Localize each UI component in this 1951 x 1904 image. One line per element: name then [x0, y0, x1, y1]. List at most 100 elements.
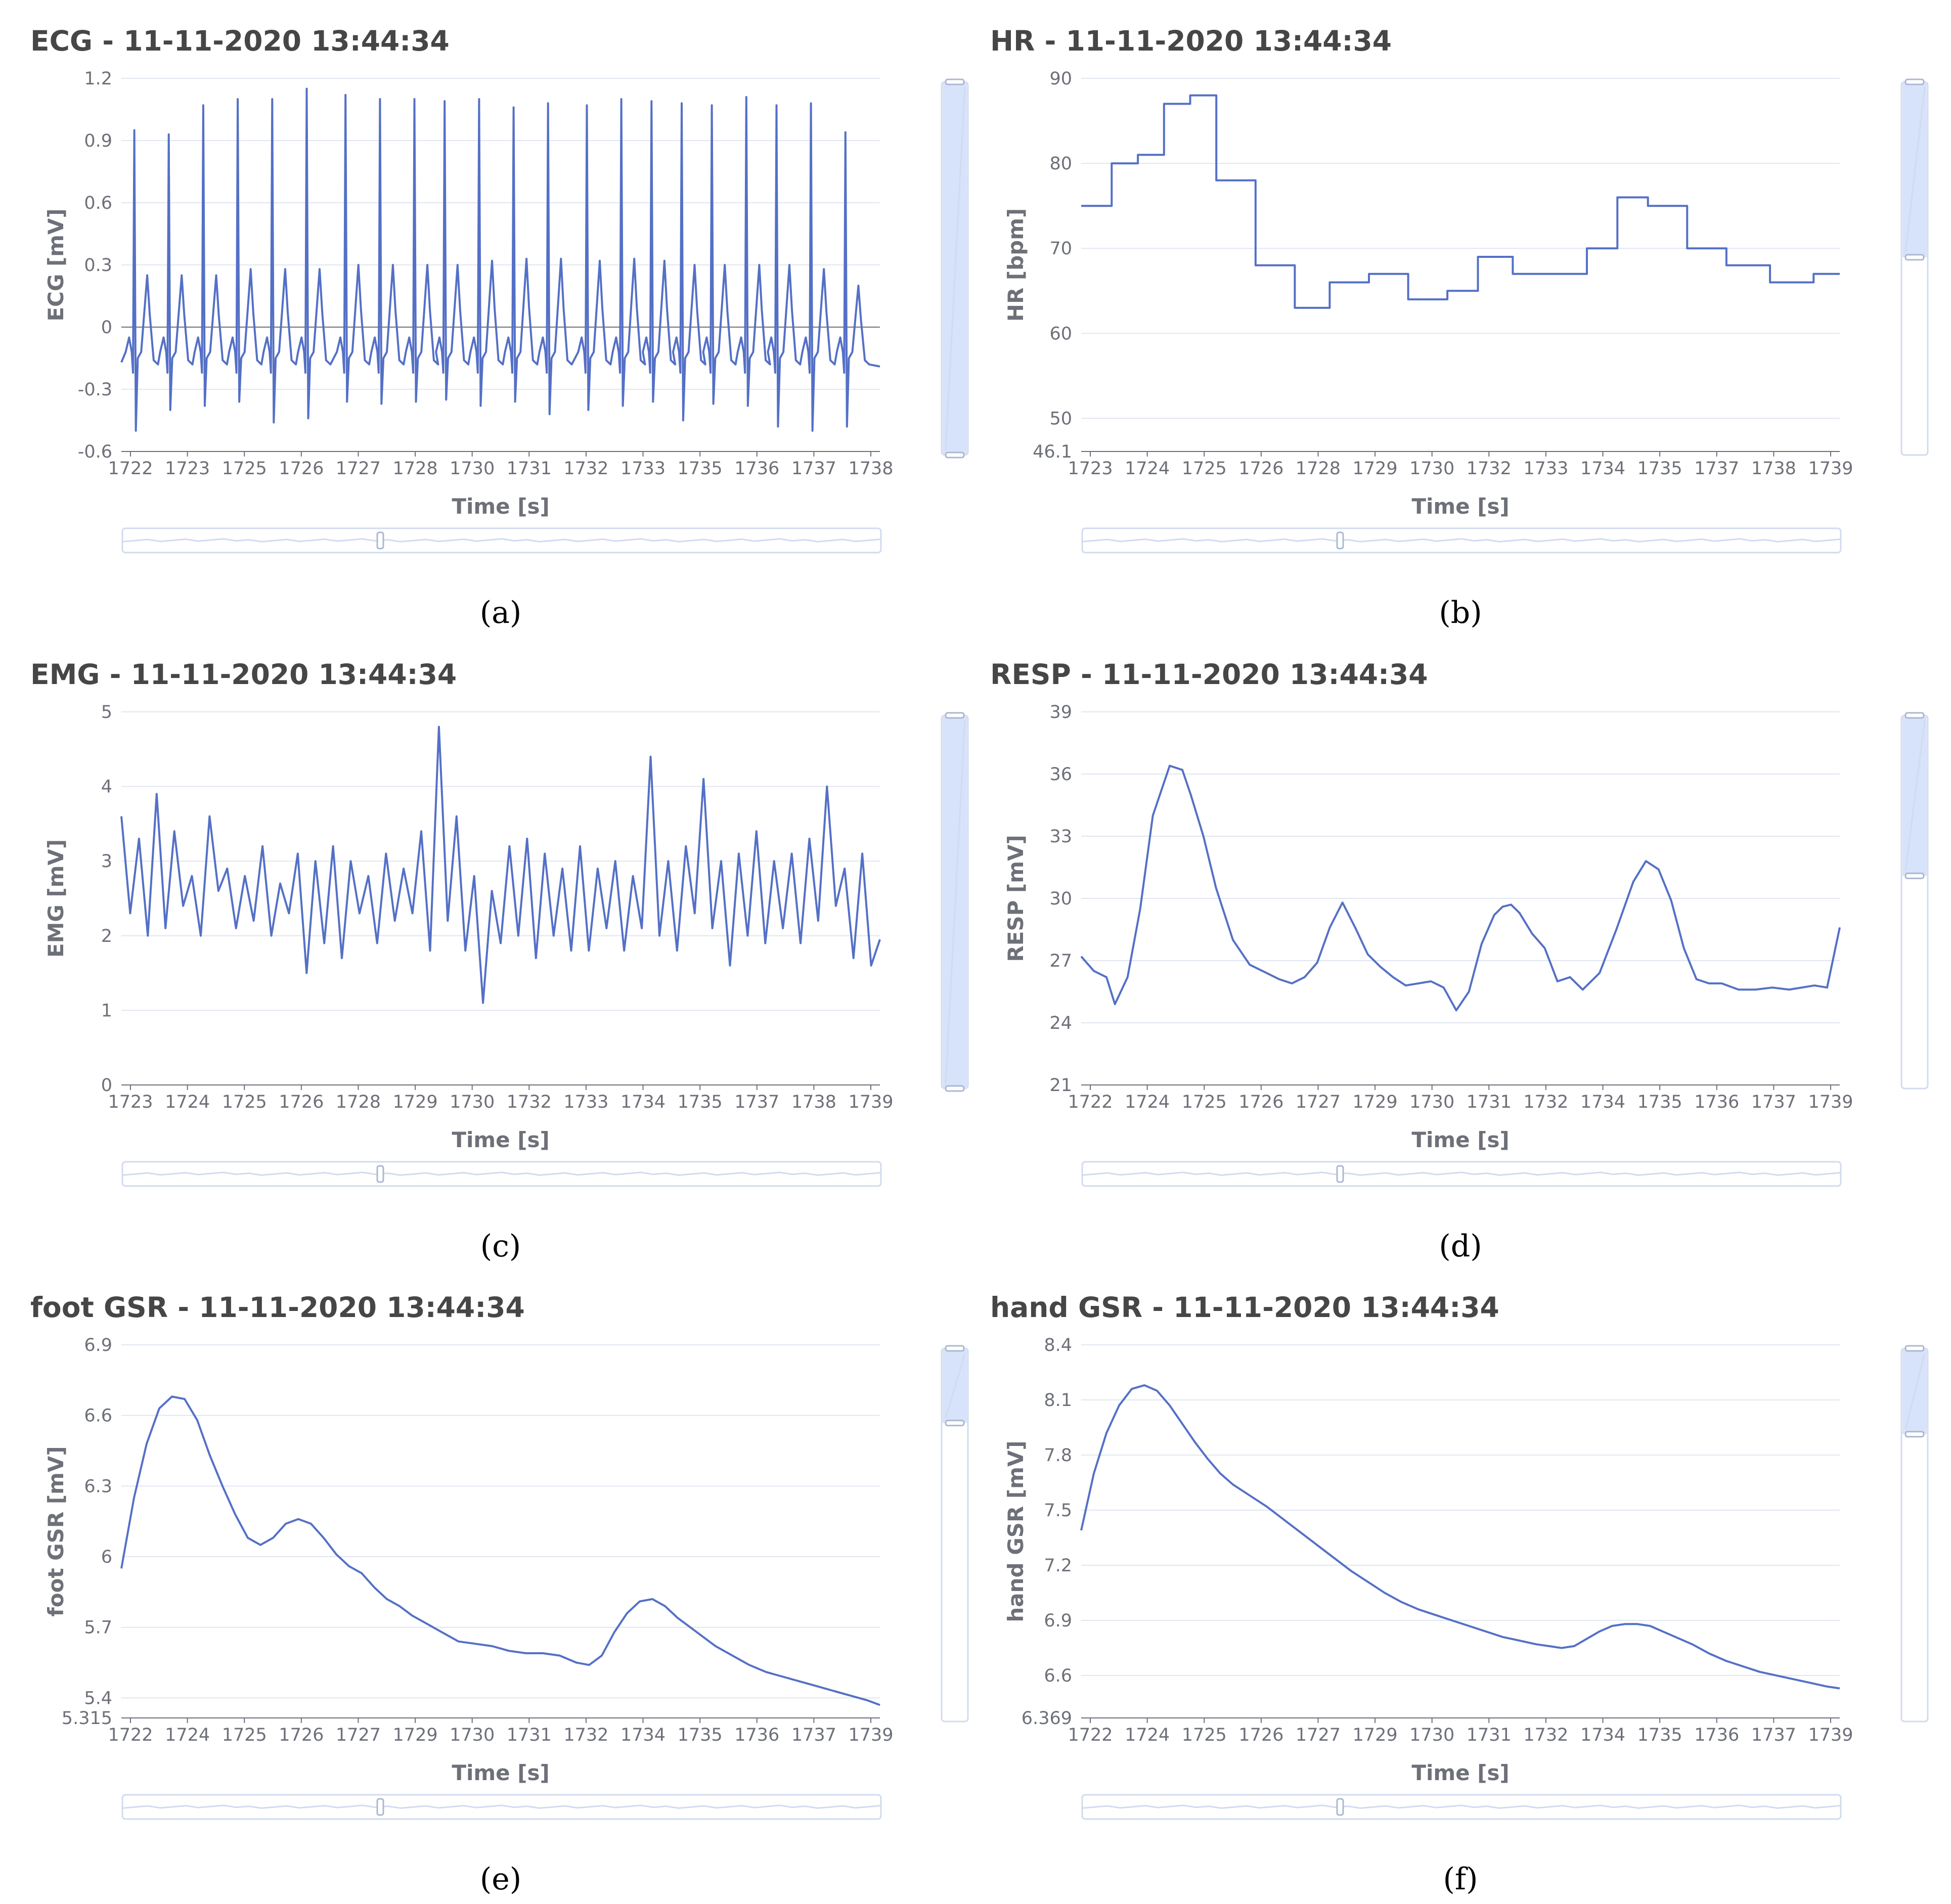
x-tick-label: 1725: [1182, 1725, 1227, 1745]
y-tick-label: 1.2: [84, 69, 112, 89]
x-tick-label: 1739: [848, 1725, 893, 1745]
vertical-zoom-data-shadow: [1904, 1353, 1926, 1430]
horizontal-zoom-data-shadow: [122, 1171, 881, 1176]
y-tick-label: 0: [101, 1075, 112, 1096]
x-axis-label: Time [s]: [452, 1760, 549, 1785]
y-tick-label: 50: [1049, 409, 1072, 429]
vertical-zoom-handle-bottom[interactable]: [945, 1420, 965, 1427]
x-tick-label: 1722: [1068, 1092, 1113, 1112]
vertical-zoom-handle-top[interactable]: [945, 1345, 965, 1352]
x-tick-label: 1726: [1238, 1725, 1283, 1745]
x-tick-label: 1732: [1467, 459, 1512, 479]
y-tick-label: 27: [1049, 951, 1072, 971]
y-tick-label: 60: [1049, 324, 1072, 344]
y-tick-label: 6: [101, 1547, 112, 1567]
horizontal-zoom-track[interactable]: [1081, 1794, 1842, 1820]
horizontal-zoom-track[interactable]: [1081, 527, 1842, 554]
y-tick-label: -0.6: [78, 442, 112, 462]
y-tick-label: 39: [1049, 702, 1072, 722]
x-axis-label: Time [s]: [1411, 1127, 1509, 1152]
x-tick-label: 1725: [222, 459, 267, 479]
y-tick-label: 6.9: [84, 1335, 112, 1355]
x-tick-label: 1724: [1125, 1092, 1170, 1112]
chart-panel-f: hand GSR - 11-11-2020 13:44:34 6.369 6.6 6.…: [990, 1291, 1929, 1897]
y-tick-label: 7.8: [1044, 1445, 1072, 1466]
panel-caption: (c): [480, 1229, 521, 1264]
y-tick-label: 6.6: [84, 1406, 112, 1426]
y-axis-label: RESP [mV]: [1003, 835, 1028, 962]
chart-title: hand GSR - 11-11-2020 13:44:34: [990, 1291, 1499, 1324]
x-tick-label: 1733: [620, 459, 666, 479]
horizontal-zoom-data-shadow: [122, 538, 881, 542]
horizontal-zoom-handle[interactable]: [1336, 1165, 1344, 1183]
x-tick-label: 1727: [1296, 1725, 1341, 1745]
vertical-zoom-handle-top[interactable]: [945, 712, 965, 719]
y-tick-label: 0.9: [84, 131, 112, 151]
y-tick-label: 90: [1049, 69, 1072, 89]
x-tick-label: 1731: [507, 459, 552, 479]
vertical-zoom-handle-top[interactable]: [1904, 78, 1925, 85]
y-tick-label: 0: [101, 318, 112, 338]
vertical-zoom-handle-top[interactable]: [1904, 1345, 1925, 1352]
x-tick-label: 1738: [1751, 459, 1796, 479]
y-tick-label: 7.2: [1044, 1556, 1072, 1576]
horizontal-zoom-track[interactable]: [121, 1161, 882, 1187]
y-tick-label: 8.4: [1044, 1335, 1072, 1355]
x-tick-label: 1726: [1238, 1092, 1283, 1112]
x-tick-label: 1722: [1068, 1725, 1113, 1745]
horizontal-zoom-track[interactable]: [121, 1794, 882, 1820]
x-tick-label: 1730: [450, 459, 495, 479]
x-tick-label: 1728: [1296, 459, 1341, 479]
x-tick-label: 1735: [678, 1092, 723, 1112]
x-tick-label: 1725: [222, 1092, 267, 1112]
horizontal-zoom-track[interactable]: [121, 527, 882, 554]
vertical-zoom-handle-top[interactable]: [945, 78, 965, 85]
vertical-zoom-handle-bottom[interactable]: [1904, 1431, 1925, 1438]
panel-caption: (b): [1439, 595, 1482, 630]
y-tick-label: 0.3: [84, 255, 112, 276]
x-tick-label: 1733: [563, 1092, 608, 1112]
x-tick-label: 1723: [1068, 459, 1113, 479]
x-tick-label: 1732: [563, 459, 608, 479]
y-tick-label: -0.3: [78, 380, 112, 400]
chart-title: ECG - 11-11-2020 13:44:34: [30, 25, 450, 57]
x-tick-label: 1725: [1182, 459, 1227, 479]
x-tick-label: 1738: [848, 459, 893, 479]
x-tick-label: 1730: [1409, 1725, 1454, 1745]
vertical-zoom-data-shadow: [1904, 86, 1926, 253]
x-tick-label: 1729: [1353, 1725, 1398, 1745]
horizontal-zoom-track[interactable]: [1081, 1161, 1842, 1187]
x-tick-label: 1727: [336, 459, 381, 479]
x-tick-label: 1738: [791, 1092, 836, 1112]
horizontal-zoom-handle[interactable]: [376, 1798, 384, 1816]
y-axis-label: hand GSR [mV]: [1003, 1440, 1028, 1622]
y-tick-label: 36: [1049, 764, 1072, 785]
horizontal-zoom-handle[interactable]: [376, 1165, 384, 1183]
series-line: [120, 726, 881, 1004]
vertical-zoom-data-shadow: [945, 1353, 966, 1419]
series-line: [120, 1395, 880, 1706]
horizontal-zoom-handle[interactable]: [376, 531, 384, 550]
vertical-zoom-handle-bottom[interactable]: [1904, 872, 1925, 879]
vertical-zoom-handle-bottom[interactable]: [945, 451, 965, 459]
x-tick-label: 1735: [678, 459, 723, 479]
y-axis-label: HR [bpm]: [1003, 208, 1028, 322]
x-tick-label: 1739: [1808, 459, 1853, 479]
x-tick-label: 1724: [165, 1725, 210, 1745]
horizontal-zoom-handle[interactable]: [1336, 1798, 1344, 1816]
y-tick-label: 6.6: [1044, 1666, 1072, 1686]
y-tick-label: 46.1: [1033, 442, 1072, 462]
chart-title: HR - 11-11-2020 13:44:34: [990, 25, 1392, 57]
vertical-zoom-handle-bottom[interactable]: [1904, 254, 1925, 261]
y-tick-label: 3: [101, 851, 112, 872]
x-tick-label: 1732: [563, 1725, 608, 1745]
x-tick-label: 1729: [1353, 459, 1398, 479]
vertical-zoom-handle-bottom[interactable]: [945, 1085, 965, 1092]
vertical-zoom-handle-top[interactable]: [1904, 712, 1925, 719]
x-tick-label: 1727: [336, 1725, 381, 1745]
horizontal-zoom-handle[interactable]: [1336, 531, 1344, 550]
y-axis-label: ECG [mV]: [43, 208, 68, 321]
chart-title: EMG - 11-11-2020 13:44:34: [30, 658, 457, 691]
y-tick-label: 80: [1049, 154, 1072, 174]
x-tick-label: 1722: [108, 459, 153, 479]
